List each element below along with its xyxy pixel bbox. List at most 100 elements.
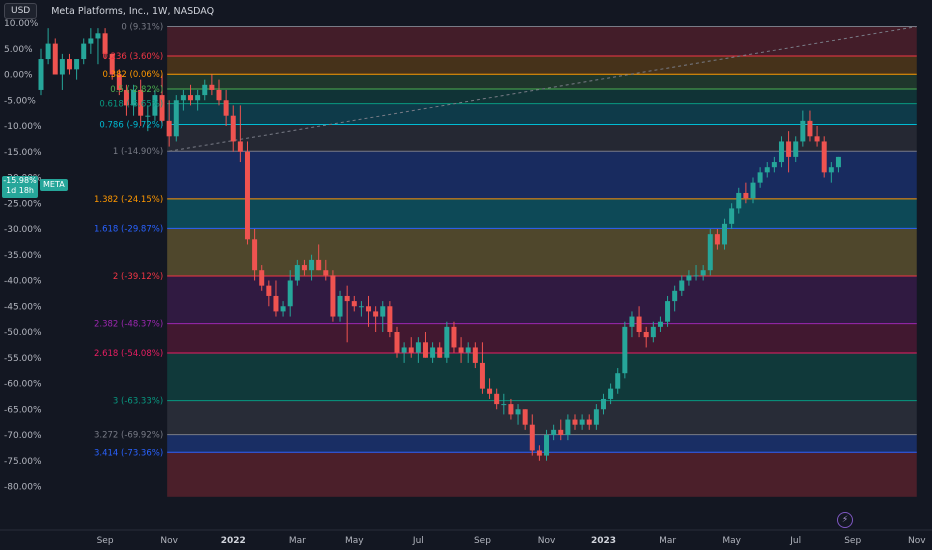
fib-level-label: 3.414 (-73.36%) <box>94 448 163 458</box>
candle-body <box>707 234 713 271</box>
y-tick-label: -10.00% <box>4 122 42 132</box>
y-tick-label: -15.00% <box>4 148 42 158</box>
candle-body <box>195 95 201 101</box>
candle-body <box>59 59 65 75</box>
last-price-value: -15.98% <box>3 176 37 185</box>
candle-body <box>771 162 777 168</box>
candle-body <box>672 290 678 302</box>
x-tick-label: Nov <box>908 536 926 546</box>
candle-body <box>437 347 443 358</box>
candle-body <box>700 270 706 276</box>
candle-body <box>807 120 813 137</box>
candle-body <box>729 208 735 224</box>
x-tick-label: 2023 <box>591 536 616 546</box>
chart-header: USD Meta Platforms, Inc., 1W, NASDAQ <box>0 0 214 22</box>
candle-body <box>800 120 806 142</box>
candle-body <box>764 167 770 173</box>
candle-body <box>665 301 671 322</box>
fib-band <box>167 26 917 56</box>
candle-body <box>515 409 521 415</box>
candle-body <box>835 156 841 168</box>
y-tick-label: 0.00% <box>4 71 33 81</box>
candle-body <box>287 280 293 307</box>
y-tick-label: -70.00% <box>4 431 42 441</box>
fib-level-label: 0.382 (0.06%) <box>102 70 163 80</box>
candle-body <box>273 295 279 312</box>
x-tick-label: Nov <box>160 536 178 546</box>
candle-body <box>586 419 592 425</box>
fib-level-label: 2 (-39.12%) <box>113 272 163 282</box>
candle-body <box>95 33 101 39</box>
candle-body <box>793 141 799 157</box>
candle-body <box>366 306 372 312</box>
candle-body <box>344 295 350 302</box>
candle-body <box>536 450 542 456</box>
candle-body <box>316 259 322 271</box>
candle-body <box>280 306 286 312</box>
candle-body <box>38 59 44 90</box>
candle-body <box>237 141 243 152</box>
last-price-badge: -15.98% 1d 18h <box>2 176 38 198</box>
fib-bands <box>167 26 917 497</box>
fib-band <box>167 400 917 435</box>
candle-body <box>579 419 585 425</box>
candle-body <box>81 43 87 60</box>
candle-body <box>294 265 300 281</box>
candle-body <box>679 280 685 291</box>
y-tick-label: -75.00% <box>4 457 42 467</box>
candle-body <box>373 311 379 317</box>
candle-body <box>430 347 436 358</box>
fib-level-label: 1 (-14.90%) <box>113 147 163 157</box>
x-tick-label: Jul <box>789 536 801 546</box>
candle-body <box>786 141 792 157</box>
candle-body <box>173 100 179 137</box>
x-tick-label: 2022 <box>221 536 246 546</box>
candle-body <box>266 285 272 296</box>
fib-level-label: 3 (-63.33%) <box>113 397 163 407</box>
candle-body <box>558 429 564 435</box>
candle-body <box>522 409 528 425</box>
lightning-icon[interactable]: ⚡ <box>837 512 853 528</box>
x-tick-label: Sep <box>97 536 114 546</box>
fib-band <box>167 151 917 199</box>
y-tick-label: 5.00% <box>4 45 33 55</box>
candle-body <box>643 332 649 338</box>
y-tick-label: 10.00% <box>4 19 39 29</box>
chart-title: Meta Platforms, Inc., 1W, NASDAQ <box>51 5 215 17</box>
currency-button[interactable]: USD <box>4 3 38 19</box>
candle-body <box>686 275 692 281</box>
y-tick-label: -60.00% <box>4 380 42 390</box>
candle-body <box>565 419 571 435</box>
fib-band <box>167 434 917 453</box>
fib-band <box>167 74 917 90</box>
candle-body <box>828 167 834 173</box>
candle-body <box>351 301 357 307</box>
candle-body <box>145 115 151 117</box>
fib-level-label: 1.382 (-24.15%) <box>94 195 163 205</box>
y-tick-label: -55.00% <box>4 354 42 364</box>
y-tick-label: -25.00% <box>4 199 42 209</box>
fib-trendline[interactable] <box>169 26 917 152</box>
candle-body <box>465 347 471 353</box>
y-tick-label: -45.00% <box>4 302 42 312</box>
candle-body <box>159 95 165 121</box>
candle-body <box>109 53 115 75</box>
candle-body <box>615 373 621 389</box>
candle-body <box>458 347 464 353</box>
fib-band <box>167 124 917 152</box>
x-tick-label: Sep <box>474 536 491 546</box>
y-axis[interactable]: 10.00%5.00%0.00%-5.00%-10.00%-15.00%-20.… <box>4 19 42 493</box>
x-tick-label: May <box>722 536 741 546</box>
x-tick-label: Mar <box>659 536 676 546</box>
bar-countdown: 1d 18h <box>6 186 34 195</box>
candle-body <box>123 89 129 106</box>
candles <box>38 28 841 461</box>
x-axis[interactable]: Sep Nov 2022 Mar May Jul Sep Nov 2023 Mar May Jul Se… <box>0 529 932 546</box>
candle-body <box>102 33 108 54</box>
fib-level-labels: 0 (9.31%) 0.236 (3.60%) 0.382 (0.06%) 0.5 (… <box>94 23 163 459</box>
candle-body <box>415 342 421 353</box>
fib-level-label: 0.5 (-2.82%) <box>110 85 163 95</box>
candle-body <box>309 259 315 271</box>
x-tick-label: Nov <box>538 536 556 546</box>
